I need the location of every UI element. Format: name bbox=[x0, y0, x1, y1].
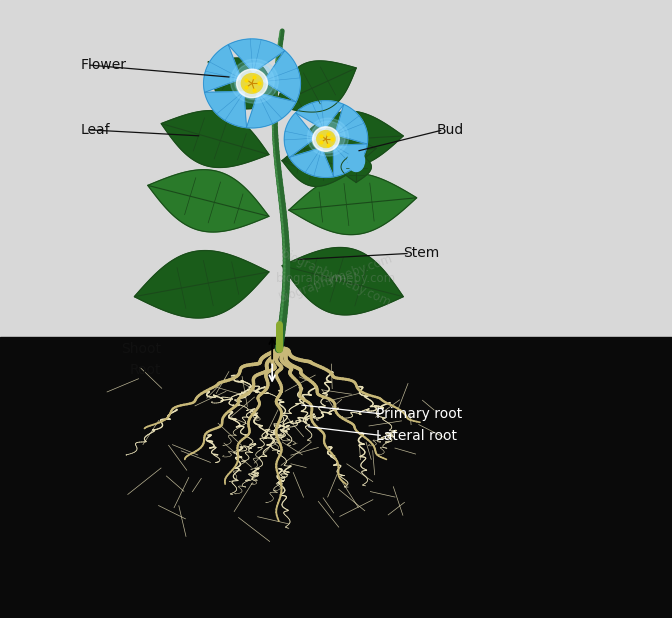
Polygon shape bbox=[276, 61, 356, 112]
Circle shape bbox=[230, 59, 278, 103]
Text: biographymeby.com: biographymeby.com bbox=[276, 271, 396, 285]
Polygon shape bbox=[204, 44, 241, 92]
Circle shape bbox=[317, 130, 335, 148]
Circle shape bbox=[237, 69, 267, 98]
Polygon shape bbox=[296, 111, 403, 167]
Polygon shape bbox=[204, 91, 247, 128]
Circle shape bbox=[312, 127, 339, 151]
Text: biographymeby.com: biographymeby.com bbox=[278, 252, 394, 305]
Text: Primary root: Primary root bbox=[376, 407, 462, 421]
Bar bbox=[0, 337, 672, 618]
Text: Lateral root: Lateral root bbox=[376, 429, 458, 442]
Polygon shape bbox=[161, 111, 269, 167]
Polygon shape bbox=[335, 104, 368, 144]
Polygon shape bbox=[264, 51, 300, 102]
Text: Shoot: Shoot bbox=[121, 342, 161, 356]
Text: Flower: Flower bbox=[81, 58, 126, 72]
Text: Bud: Bud bbox=[437, 123, 464, 137]
Polygon shape bbox=[228, 39, 285, 72]
Polygon shape bbox=[341, 151, 371, 182]
Polygon shape bbox=[289, 173, 417, 235]
Polygon shape bbox=[290, 148, 333, 177]
Polygon shape bbox=[247, 93, 296, 128]
Ellipse shape bbox=[348, 150, 364, 172]
Text: biographymeby.com: biographymeby.com bbox=[279, 247, 393, 310]
Polygon shape bbox=[333, 144, 367, 177]
Text: Root: Root bbox=[130, 363, 161, 376]
Circle shape bbox=[241, 74, 263, 93]
Polygon shape bbox=[134, 251, 269, 318]
Polygon shape bbox=[282, 135, 376, 174]
Polygon shape bbox=[284, 112, 316, 158]
Polygon shape bbox=[296, 101, 344, 130]
Text: Leaf: Leaf bbox=[81, 123, 110, 137]
Polygon shape bbox=[148, 170, 269, 232]
Polygon shape bbox=[208, 58, 276, 109]
Circle shape bbox=[307, 118, 349, 156]
Polygon shape bbox=[282, 248, 403, 315]
Circle shape bbox=[311, 121, 345, 153]
Text: Stem: Stem bbox=[403, 247, 439, 260]
Polygon shape bbox=[282, 147, 349, 187]
Circle shape bbox=[235, 63, 274, 99]
